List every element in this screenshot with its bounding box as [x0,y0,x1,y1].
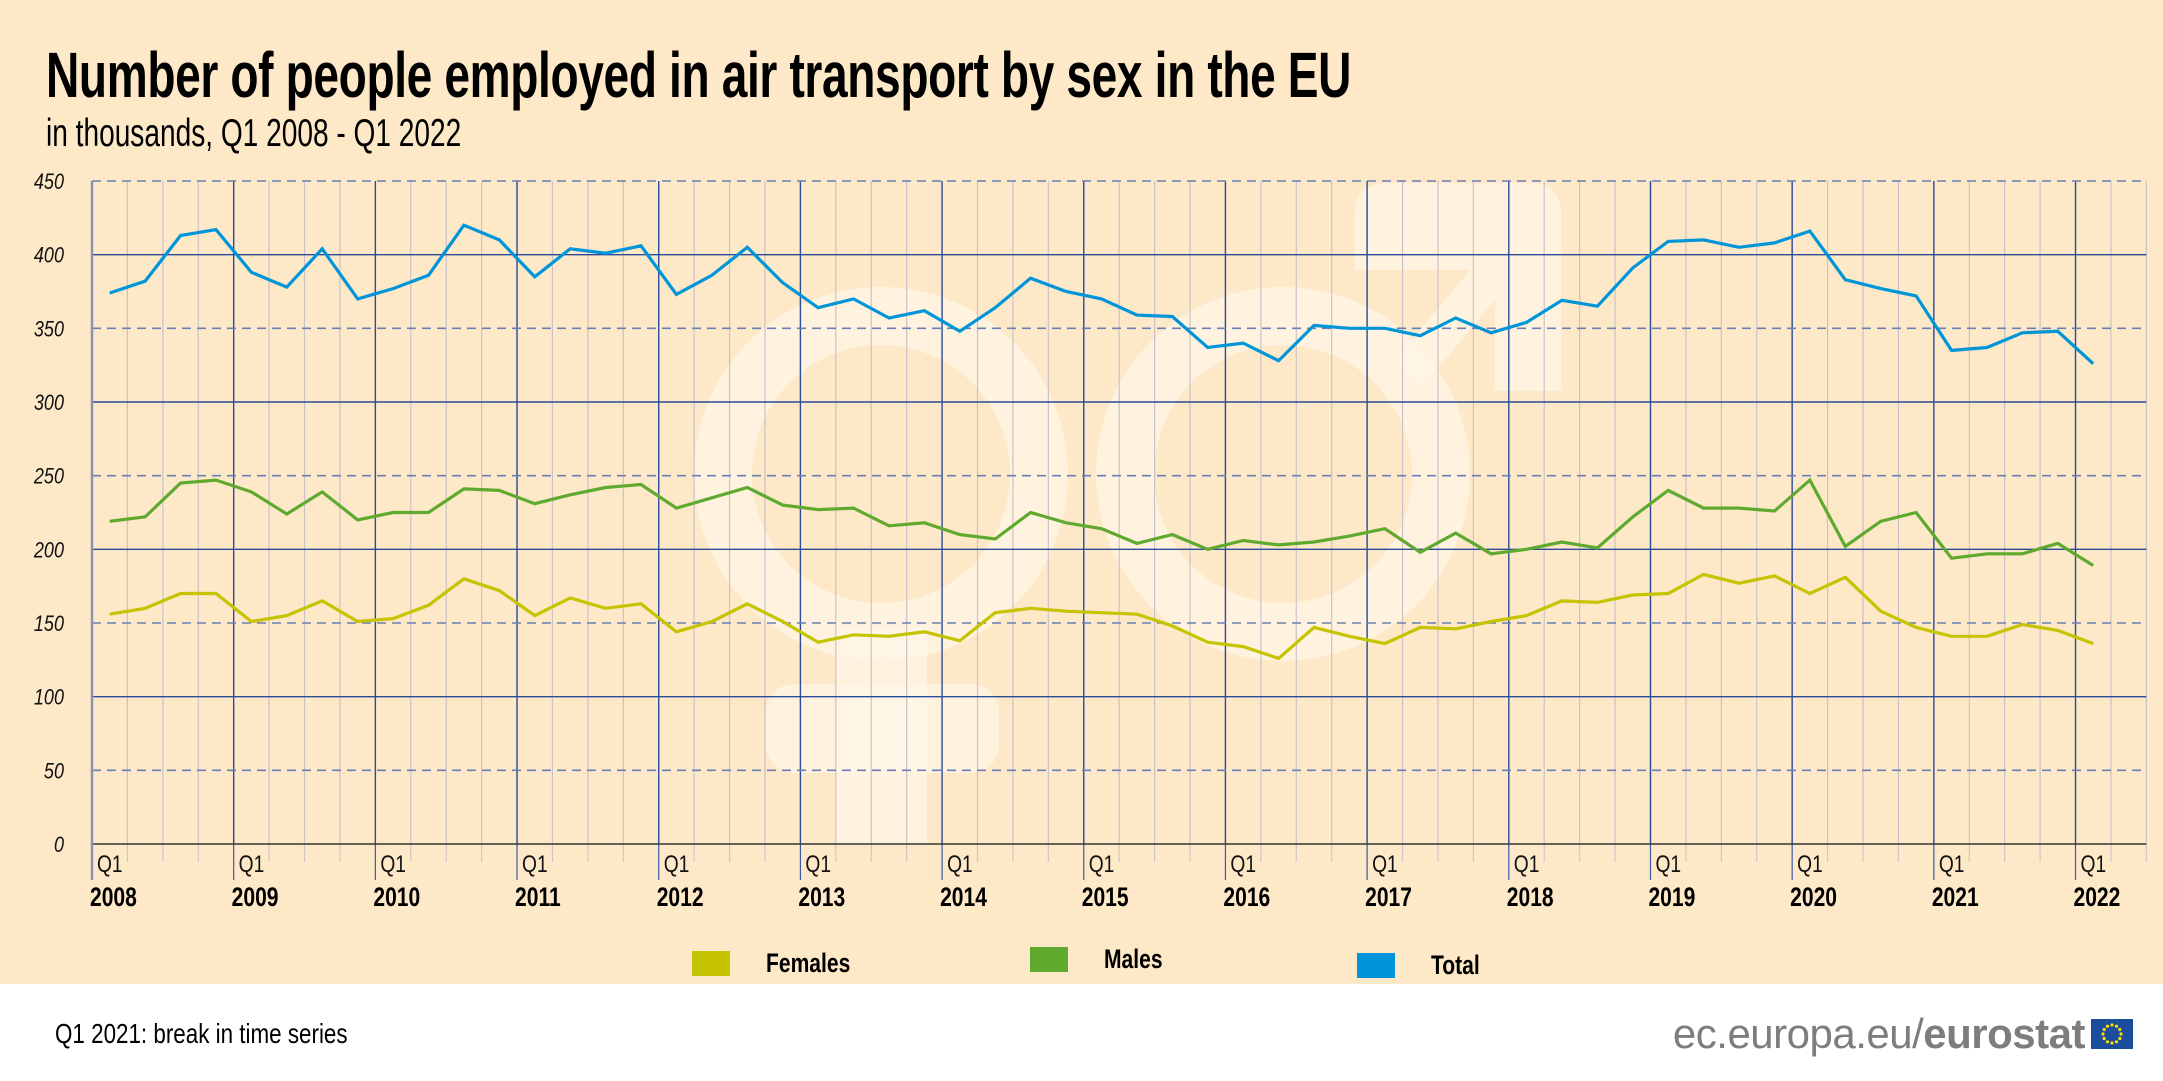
x-tick-label-year: 2016 [1223,883,1270,913]
x-tick-label-quarter: Q1 [805,850,831,878]
x-tick-label-quarter: Q1 [239,850,265,878]
x-tick-label-quarter: Q1 [664,850,690,878]
eu-stars-icon [2101,1023,2123,1045]
x-tick-label-quarter: Q1 [380,850,406,878]
series-line-females [109,572,2094,661]
x-tick-label-year: 2015 [1082,883,1129,913]
axes: 0 50 100 150 200 250 300 350 400 450 Q1 2008 Q1 2009 Q… [33,170,2147,913]
x-tick-label-year: 2018 [1507,883,1554,913]
x-tick-label-quarter: Q1 [2081,850,2107,878]
series-line-total [109,223,2095,365]
legend-item-males: Males [1030,944,1179,975]
x-tick-label-quarter: Q1 [947,850,973,878]
chart-title: Number of people employed in air transpo… [46,39,1352,111]
y-tick-label: 450 [34,170,65,194]
legend-item-total: Total [1357,950,1494,981]
x-tick-label-year: 2010 [373,883,420,913]
x-tick-label-year: 2017 [1365,883,1412,913]
legend-label-females: Females [766,948,851,978]
legend-swatch-total [1357,953,1395,978]
x-tick-label-year: 2019 [1648,883,1695,913]
x-tick-label-year: 2008 [90,883,137,913]
y-tick-label: 0 [54,833,65,857]
x-tick-label-quarter: Q1 [522,850,548,878]
x-tick-label-year: 2020 [1790,883,1837,913]
legend-label-total: Total [1431,950,1480,980]
y-tick-label: 150 [34,612,65,636]
x-tick-label-year: 2009 [232,883,279,913]
chart-subtitle: in thousands, Q1 2008 - Q1 2022 [46,112,462,155]
x-tick-label-quarter: Q1 [1089,850,1115,878]
x-tick-label-year: 2021 [1932,883,1979,913]
y-tick-label: 400 [34,244,65,268]
x-tick-label-quarter: Q1 [1372,850,1398,878]
x-tick-label-quarter: Q1 [1230,850,1256,878]
x-tick-label-quarter: Q1 [1939,850,1965,878]
x-tick-label-quarter: Q1 [97,850,123,878]
y-tick-label: 200 [33,539,65,563]
legend-item-females: Females [692,948,874,979]
x-tick-label-year: 2012 [657,883,704,913]
x-tick-label-quarter: Q1 [1797,850,1823,878]
x-tick-label-year: 2014 [940,883,987,913]
brand-name: eurostat [1923,1010,2085,1057]
legend-swatch-females [692,951,730,976]
y-tick-label: 300 [34,391,65,415]
gender-symbols-watermark [694,183,1561,844]
x-tick-label-year: 2022 [2074,883,2121,913]
legend-swatch-males [1030,947,1068,972]
chart-panel [0,0,2163,984]
series-lines [109,223,2095,661]
footnote: Q1 2021: break in time series [55,1018,348,1049]
y-tick-label: 350 [34,318,65,342]
y-tick-label: 50 [44,760,65,784]
x-tick-label-year: 2013 [798,883,845,913]
y-tick-label: 100 [34,686,65,710]
female-symbol-ring [694,287,1068,661]
brand-url: ec.europa.eu/eurostat [1672,1010,2086,1058]
x-tick-label-quarter: Q1 [1655,850,1681,878]
eurostat-brand: ec.europa.eu/eurostat [1673,1010,2133,1058]
line-chart: 0 50 100 150 200 250 300 350 400 450 Q1 2008 Q1 2009 Q… [33,170,2147,913]
y-tick-label: 250 [33,465,65,489]
male-symbol-ring [1096,287,1470,661]
legend-label-males: Males [1104,944,1163,974]
x-tick-label-year: 2011 [515,883,561,913]
brand-prefix: ec.europa.eu/ [1672,1010,1924,1057]
x-tick-label-quarter: Q1 [1514,850,1540,878]
female-symbol-crossbar [766,684,999,773]
eu-flag-icon [2091,1019,2133,1049]
